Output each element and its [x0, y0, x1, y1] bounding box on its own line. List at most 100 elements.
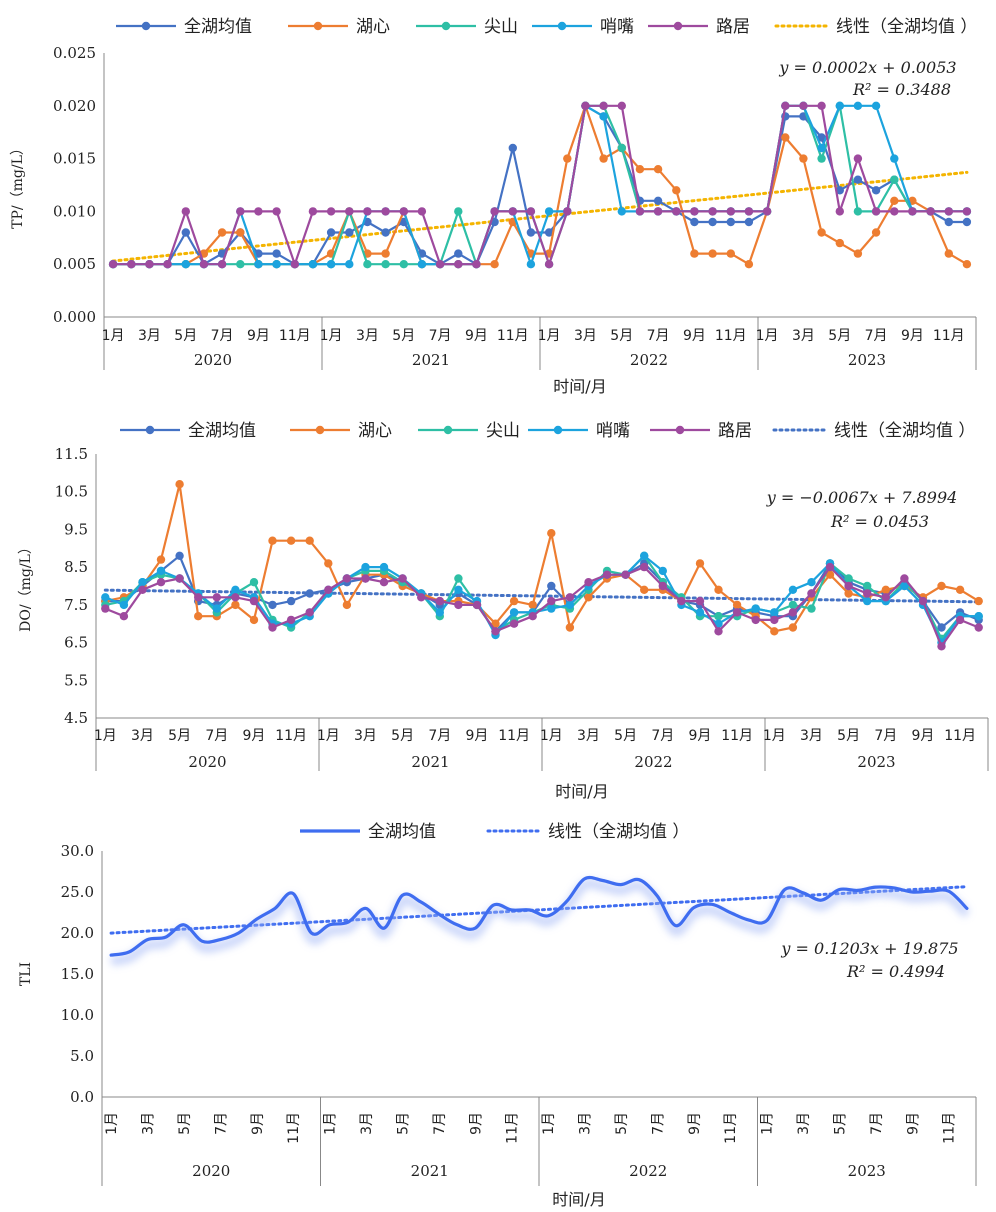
data-point	[565, 600, 575, 610]
data-point	[937, 623, 946, 632]
data-point	[617, 207, 626, 216]
y-tick-label: 30.0	[61, 842, 94, 860]
data-point	[908, 207, 917, 216]
y-tick-label: 0.000	[53, 308, 96, 326]
data-point	[454, 249, 463, 258]
trend-line	[111, 170, 969, 263]
data-point	[194, 593, 203, 602]
legend-label: 哨嘴	[596, 421, 630, 441]
y-tick-label: 9.5	[64, 520, 88, 538]
data-point	[454, 207, 463, 216]
data-point	[937, 581, 946, 591]
data-point	[690, 207, 699, 216]
month-tick-label: 9月	[247, 328, 270, 344]
month-tick-label: 11月	[721, 728, 753, 744]
data-point	[863, 581, 872, 591]
data-point	[308, 207, 318, 216]
data-point	[781, 133, 790, 142]
data-point	[726, 217, 735, 227]
data-point	[844, 589, 853, 598]
data-point	[881, 585, 890, 594]
legend-label-trend: 线性（全湖均值 ）	[836, 17, 977, 37]
legend-marker	[315, 425, 325, 435]
data-point	[163, 260, 172, 269]
year-label: 2023	[848, 351, 886, 369]
month-tick-label: 5月	[392, 328, 415, 344]
data-point	[381, 228, 390, 237]
data-point	[181, 260, 190, 269]
data-point	[547, 596, 556, 606]
data-point	[871, 207, 881, 216]
data-point	[695, 559, 705, 568]
data-point	[781, 101, 790, 111]
legend-label: 全湖均值	[188, 421, 256, 441]
data-point	[272, 260, 281, 269]
data-point	[962, 217, 972, 227]
data-point	[871, 101, 881, 111]
month-tick-label: 9月	[468, 1112, 484, 1135]
data-point	[290, 260, 299, 269]
month-tick-label: 5月	[174, 328, 197, 344]
data-point	[817, 154, 826, 163]
data-point	[268, 536, 277, 545]
series-line-1	[109, 875, 969, 957]
month-tick-label: 3月	[356, 328, 379, 344]
trend-equation: y = −0.0067x + 7.8994	[766, 488, 958, 507]
month-tick-label: 1月	[317, 728, 340, 744]
tli-chart: 0.0 5.0 10.0 15.0 20.0 25.0 30.0 1月 3月 5月 7月 9月 11月 2…	[18, 822, 977, 1209]
data-point	[835, 186, 844, 195]
y-tick-label: 20.0	[61, 924, 94, 942]
month-tick-label: 1月	[538, 328, 561, 344]
data-point	[417, 593, 426, 602]
month-tick-label: 9月	[905, 1112, 921, 1135]
year-label: 2021	[411, 1162, 449, 1180]
month-tick-label: 7月	[428, 728, 451, 744]
data-point	[653, 196, 663, 205]
year-label: 2020	[194, 351, 232, 369]
month-tick-label: 3月	[131, 728, 154, 744]
month-tick-label: 9月	[465, 328, 488, 344]
data-point	[944, 249, 953, 258]
data-point	[509, 608, 519, 617]
month-tick-label: 11月	[286, 1112, 302, 1144]
data-point	[345, 260, 354, 269]
month-tick-label: 1月	[756, 328, 779, 344]
data-point	[101, 593, 110, 602]
data-point	[565, 623, 575, 632]
y-tick-label: 7.5	[64, 596, 88, 614]
data-point	[974, 612, 983, 621]
year-label: 2020	[188, 753, 226, 771]
month-tick-label: 3月	[577, 728, 600, 744]
y-tick-label: 0.0	[70, 1088, 94, 1106]
data-point	[194, 612, 203, 621]
month-tick-label: 9月	[688, 728, 711, 744]
y-tick-label: 0.020	[53, 97, 96, 115]
month-tick-label: 3月	[354, 728, 377, 744]
data-point	[236, 228, 245, 237]
y-axis-label: DO/（mg/L）	[18, 540, 34, 632]
data-point	[690, 217, 699, 227]
month-tick-label: 9月	[465, 728, 488, 744]
y-tick-label: 8.5	[64, 558, 88, 576]
data-point	[890, 175, 899, 184]
month-tick-label: 3月	[138, 328, 161, 344]
year-label: 2022	[630, 351, 668, 369]
month-tick-label: 1月	[541, 1112, 557, 1135]
data-point	[937, 642, 946, 651]
data-point	[640, 551, 649, 560]
data-point	[254, 207, 263, 216]
data-point	[399, 260, 408, 269]
data-point	[526, 260, 536, 269]
year-label: 2022	[629, 1162, 667, 1180]
y-tick-label: 5.5	[64, 671, 88, 689]
r-squared: R² = 0.3488	[852, 80, 951, 99]
month-tick-label: 7月	[432, 1112, 448, 1135]
x-axis-label: 时间/月	[553, 377, 606, 396]
data-point	[658, 581, 667, 591]
data-point	[381, 260, 390, 269]
year-label: 2023	[848, 1162, 886, 1180]
trend-equation: y = 0.0002x + 0.0053	[778, 58, 956, 77]
month-tick-label: 7月	[211, 328, 234, 344]
data-point	[156, 578, 166, 587]
data-point	[326, 260, 336, 269]
